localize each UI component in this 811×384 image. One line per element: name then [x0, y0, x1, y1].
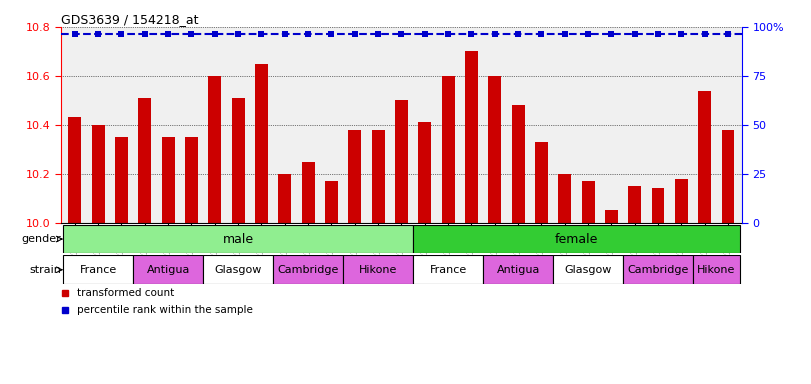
Bar — [553, 255, 623, 284]
Text: Glasgow: Glasgow — [214, 265, 262, 275]
Bar — [278, 174, 291, 223]
Text: Antigua: Antigua — [496, 265, 540, 275]
Bar — [255, 64, 268, 223]
Text: Hikone: Hikone — [359, 265, 397, 275]
Bar — [558, 174, 571, 223]
Bar — [675, 179, 688, 223]
Bar — [63, 225, 413, 253]
Bar — [605, 210, 618, 223]
Bar — [629, 186, 642, 223]
Bar — [693, 255, 740, 284]
Bar — [92, 125, 105, 223]
Text: female: female — [555, 233, 598, 245]
Bar — [232, 98, 245, 223]
Text: France: France — [430, 265, 466, 275]
Text: France: France — [79, 265, 117, 275]
Bar — [68, 118, 81, 223]
Text: transformed count: transformed count — [77, 288, 174, 298]
Bar — [161, 137, 174, 223]
Text: Hikone: Hikone — [697, 265, 736, 275]
Bar — [208, 76, 221, 223]
Bar — [623, 255, 693, 284]
Bar — [371, 130, 384, 223]
Bar — [535, 142, 548, 223]
Text: Cambridge: Cambridge — [628, 265, 689, 275]
Bar — [413, 255, 483, 284]
Text: Cambridge: Cambridge — [277, 265, 339, 275]
Bar — [698, 91, 711, 223]
Bar — [302, 162, 315, 223]
Text: Antigua: Antigua — [147, 265, 190, 275]
Bar — [325, 181, 338, 223]
Text: strain: strain — [29, 265, 61, 275]
Text: GDS3639 / 154218_at: GDS3639 / 154218_at — [61, 13, 199, 26]
Bar — [139, 98, 151, 223]
Bar — [395, 100, 408, 223]
Bar — [418, 122, 431, 223]
Bar — [413, 225, 740, 253]
Bar — [442, 76, 454, 223]
Bar — [273, 255, 343, 284]
Text: percentile rank within the sample: percentile rank within the sample — [77, 305, 253, 315]
Text: Glasgow: Glasgow — [564, 265, 611, 275]
Bar — [465, 51, 478, 223]
Bar — [652, 189, 664, 223]
Bar — [115, 137, 128, 223]
Bar — [133, 255, 203, 284]
Bar — [185, 137, 198, 223]
Bar — [63, 255, 133, 284]
Bar — [203, 255, 273, 284]
Bar — [349, 130, 361, 223]
Text: male: male — [222, 233, 254, 245]
Bar — [488, 76, 501, 223]
Bar — [483, 255, 553, 284]
Text: gender: gender — [21, 234, 61, 244]
Bar — [512, 105, 525, 223]
Bar — [343, 255, 413, 284]
Bar — [581, 181, 594, 223]
Bar — [722, 130, 735, 223]
